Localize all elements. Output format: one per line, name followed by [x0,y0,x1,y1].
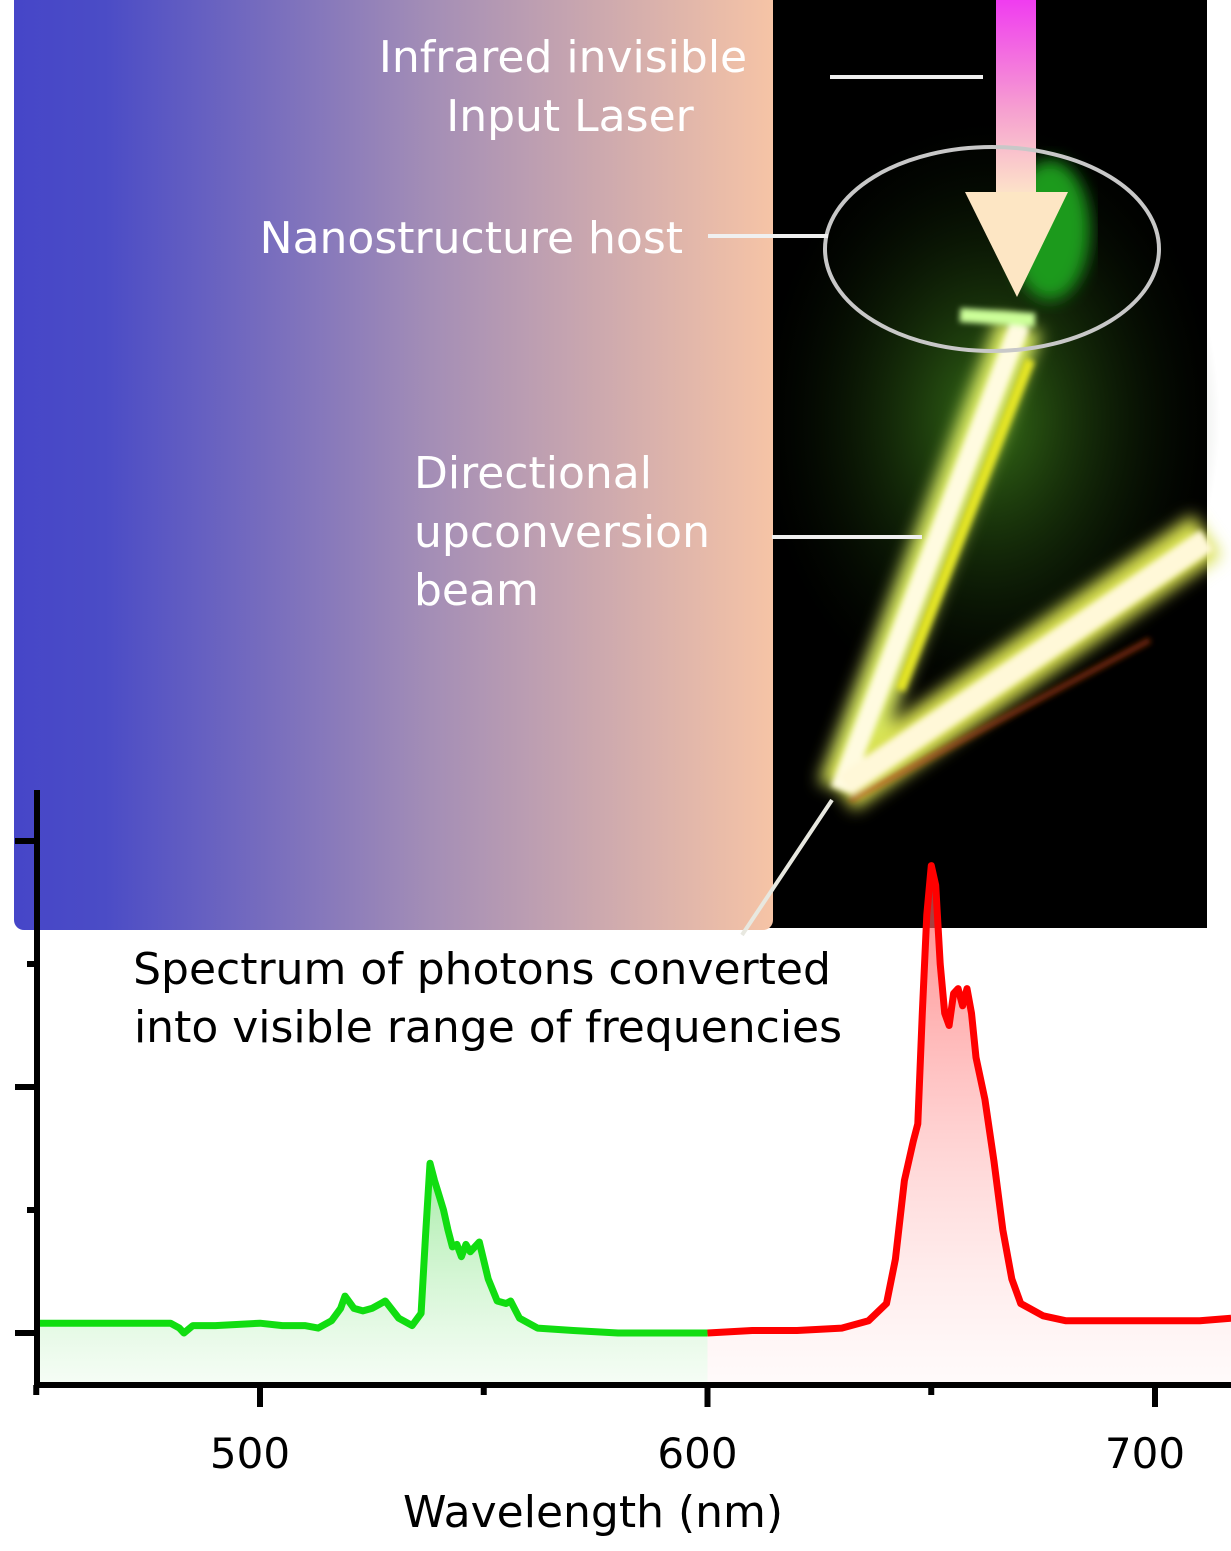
text-panel-background [14,0,773,930]
series-area-0 [36,1163,708,1385]
leader-lines [708,75,983,937]
label-beam-line3: beam [414,565,539,616]
series-line-1 [707,862,1231,1337]
microscope-photo [760,0,1222,928]
x-axis-label: Wavelength (nm) [403,1487,783,1538]
label-beam-line2: upconversion [414,507,710,558]
spectrum-chart: 500 600 700 Wavelength (nm) [15,790,1231,1538]
nanostructure-host-ellipse [823,145,1161,353]
label-input-laser-line1: Infrared invisible [379,32,747,83]
series-area-1 [707,865,1231,1385]
x-tick-label: 500 [210,1429,290,1478]
x-tick-label: 700 [1105,1429,1185,1478]
label-spectrum-line1: Spectrum of photons converted [133,944,831,995]
label-spectrum-line2: into visible range of frequencies [134,1002,842,1053]
label-nanostructure-host: Nanostructure host [260,213,683,264]
label-input-laser-line2: Input Laser [446,91,694,142]
label-beam-line1: Directional [414,448,652,499]
laser-arrow-icon [965,0,1068,297]
series-line-0 [36,1159,708,1337]
x-tick-label: 600 [657,1429,737,1478]
